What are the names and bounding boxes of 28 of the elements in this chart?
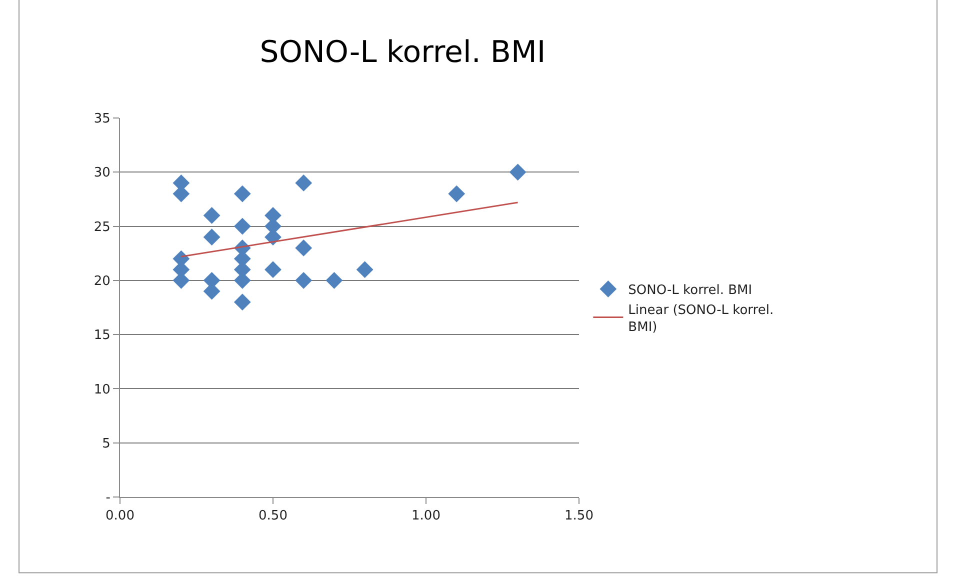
- point: [509, 164, 526, 181]
- x-tick-label: 1.00: [412, 508, 440, 524]
- y-tick-label: 5: [102, 436, 110, 452]
- point: [234, 185, 251, 202]
- y-tick-label: 30: [94, 166, 110, 181]
- y-tick-label: 20: [94, 274, 110, 289]
- point: [326, 272, 343, 289]
- point: [356, 261, 374, 278]
- x-tick-label: 0.50: [258, 508, 288, 524]
- y-tick-label: -: [106, 490, 111, 506]
- point: [234, 218, 251, 235]
- y-tick-label: 15: [94, 328, 110, 344]
- point: [295, 272, 312, 289]
- legend-label: SONO-L korrel. BMI: [628, 283, 752, 298]
- y-tick-label: 25: [94, 220, 110, 235]
- y-tick-label: 10: [94, 382, 110, 398]
- point: [295, 239, 312, 256]
- point: [264, 261, 282, 278]
- chart-title: SONO-L korrel. BMI: [260, 34, 546, 70]
- point: [295, 174, 312, 192]
- point: [448, 185, 466, 202]
- x-tick-label: 0.00: [106, 508, 134, 524]
- x-tick-label: 1.50: [564, 508, 594, 524]
- point: [234, 294, 251, 311]
- legend-label: Linear (SONO-L korrel. BMI): [628, 302, 774, 335]
- y-tick-label: 35: [94, 112, 110, 127]
- point: [203, 207, 220, 224]
- point: [203, 228, 220, 246]
